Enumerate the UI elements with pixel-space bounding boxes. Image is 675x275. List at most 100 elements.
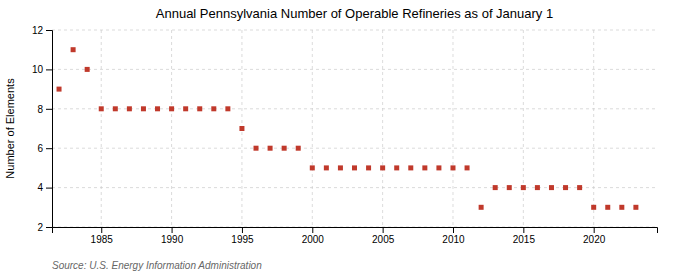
point: [605, 205, 610, 210]
point: [127, 106, 132, 111]
tick-label: 10: [32, 64, 44, 75]
axis-line: [46, 31, 53, 228]
grid-line: [52, 30, 657, 31]
point: [239, 126, 244, 131]
point: [521, 185, 526, 190]
point: [71, 47, 76, 52]
plot: 1985 1990 1995 2000 2005 2010 2015 2020 2 4 6 8 10 12: [32, 25, 658, 245]
point: [479, 205, 484, 210]
point: [310, 165, 315, 170]
point: [197, 106, 202, 111]
point: [633, 205, 638, 210]
grid-line: [523, 30, 524, 227]
tick-label: 12: [32, 25, 44, 36]
tick: 2020: [583, 227, 606, 245]
point: [507, 185, 512, 190]
point: [141, 106, 146, 111]
point: [113, 106, 118, 111]
point: [591, 205, 596, 210]
points: [57, 47, 639, 210]
grid-line: [312, 30, 313, 227]
tick-label: 2015: [513, 234, 536, 245]
point: [436, 165, 441, 170]
grid-line: [382, 30, 383, 227]
tick-mark: [46, 109, 52, 110]
point: [85, 67, 90, 72]
grid-line: [101, 30, 102, 227]
tick-mark: [172, 227, 173, 233]
title: Annual Pennsylvania Number of Operable R…: [156, 6, 553, 21]
tick: 2005: [372, 227, 395, 245]
tick: 2010: [442, 227, 465, 245]
point: [422, 165, 427, 170]
tick-mark: [312, 227, 313, 233]
tick: 12: [32, 25, 52, 36]
grid-line: [171, 30, 172, 227]
point: [450, 165, 455, 170]
grid-line: [52, 148, 657, 149]
point: [225, 106, 230, 111]
point: [465, 165, 470, 170]
point: [563, 185, 568, 190]
tick-mark: [46, 227, 52, 228]
tick-mark: [242, 227, 243, 233]
point: [380, 165, 385, 170]
tick-label: 1985: [91, 234, 114, 245]
grid: [52, 30, 657, 227]
point: [155, 106, 160, 111]
tick: 6: [37, 143, 52, 154]
point: [535, 185, 540, 190]
tick: 2000: [302, 227, 325, 245]
axis-line: [53, 228, 658, 234]
tick-label: 1995: [231, 234, 254, 245]
point: [493, 185, 498, 190]
tick-label: 6: [37, 143, 43, 154]
tick-mark: [46, 30, 52, 31]
point: [282, 146, 287, 151]
tick-mark: [523, 227, 524, 233]
tick: 8: [37, 104, 52, 115]
point: [352, 165, 357, 170]
x-axis: 1985 1990 1995 2000 2005 2010 2015 2020: [53, 227, 658, 245]
grid-line: [52, 69, 657, 70]
tick: 1990: [161, 227, 184, 245]
tick-mark: [594, 227, 595, 233]
tick-mark: [101, 227, 102, 233]
tick-label: 2005: [372, 234, 395, 245]
chart: 1985 1990 1995 2000 2005 2010 2015 2020 2 4 6 8 10 12…: [0, 0, 675, 275]
point: [183, 106, 188, 111]
tick-label: 4: [37, 182, 43, 193]
tick-label: 8: [37, 104, 43, 115]
point: [338, 165, 343, 170]
grid-line: [452, 30, 453, 227]
grid-line: [593, 30, 594, 227]
point: [211, 106, 216, 111]
tick-label: 2: [37, 222, 43, 233]
point: [366, 165, 371, 170]
tick-mark: [383, 227, 384, 233]
tick: 1995: [231, 227, 254, 245]
tick-label: 2020: [583, 234, 606, 245]
tick-mark: [453, 227, 454, 233]
point: [549, 185, 554, 190]
point: [408, 165, 413, 170]
tick: 1985: [91, 227, 114, 245]
point: [57, 87, 62, 92]
tick: 4: [37, 182, 52, 193]
source: Source: U.S. Energy Information Administ…: [52, 260, 262, 271]
y-axis: 2 4 6 8 10 12: [32, 25, 53, 233]
tick: 2: [37, 222, 52, 233]
point: [268, 146, 273, 151]
tick-mark: [46, 148, 52, 149]
point: [394, 165, 399, 170]
point: [169, 106, 174, 111]
tick-label: 1990: [161, 234, 184, 245]
point: [99, 106, 104, 111]
point: [324, 165, 329, 170]
tick-mark: [46, 188, 52, 189]
tick-mark: [46, 69, 52, 70]
tick-label: 2010: [442, 234, 465, 245]
y-axis-title: Number of Elements: [4, 78, 16, 179]
point: [296, 146, 301, 151]
point: [577, 185, 582, 190]
